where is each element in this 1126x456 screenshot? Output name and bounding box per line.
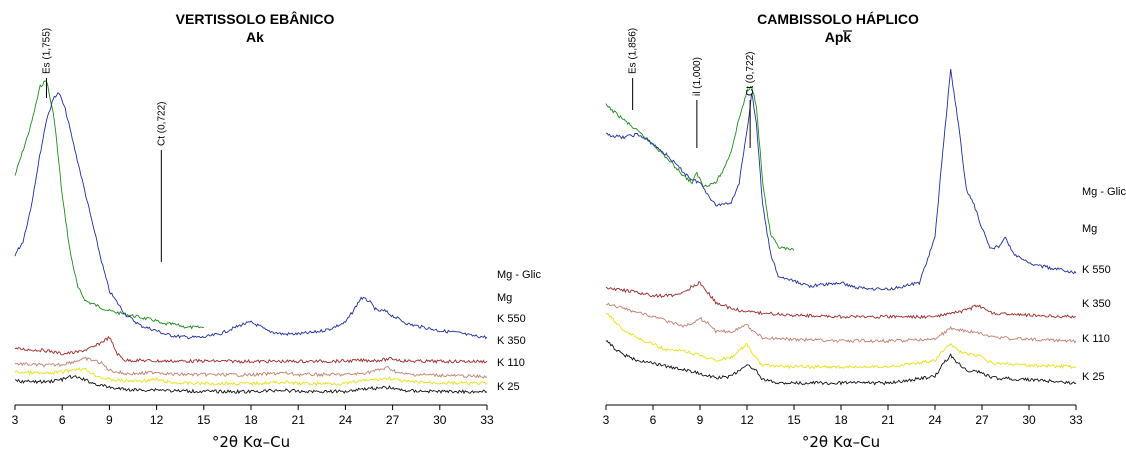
chart-title-right: CAMBISSOLO HÁPLICO xyxy=(757,11,919,27)
x-tick-label: 18 xyxy=(834,413,848,427)
x-axis-label-left: °2θ Kα–Cu xyxy=(212,433,290,451)
annotation-label: Es (1,856) xyxy=(628,28,639,74)
series-line-k-350 xyxy=(14,356,488,379)
annotation-label: Ct (0,722) xyxy=(156,102,167,146)
series-label-mg-glic: Mg - Glic xyxy=(1082,186,1126,198)
x-tick-label: 3 xyxy=(12,413,19,427)
series-group-right xyxy=(605,69,1077,386)
series-label-mg-glic: Mg - Glic xyxy=(497,269,542,281)
series-labels-right: Mg - Glic Mg K 550 K 350 K 110 K 25 xyxy=(1082,186,1126,383)
x-tick-label: 9 xyxy=(697,413,704,427)
series-line-k-110 xyxy=(605,312,1077,370)
series-label-k-25: K 25 xyxy=(1082,371,1105,383)
series-line-k-350 xyxy=(605,302,1077,344)
annotation-group-left: Es (1,755) Ct (0,722) xyxy=(41,28,167,262)
x-tick-label: 27 xyxy=(975,413,989,427)
series-label-k-350: K 350 xyxy=(1082,298,1111,310)
series-label-k-110: K 110 xyxy=(497,357,525,369)
x-tick-label: 15 xyxy=(787,413,801,427)
x-ticks-right: 3 6 9 12 15 18 21 24 27 30 33 xyxy=(603,405,1083,427)
series-label-mg: Mg xyxy=(497,292,512,304)
annotation-label: Ct (0,722) xyxy=(745,52,756,96)
x-tick-label: 18 xyxy=(244,413,258,427)
series-line-k-25 xyxy=(14,374,488,395)
x-tick-label: 15 xyxy=(197,413,211,427)
annotation-label: il (1,000) xyxy=(692,57,703,96)
series-line-mg-glic xyxy=(14,80,204,330)
series-label-k-25: K 25 xyxy=(497,381,520,393)
x-tick-label: 6 xyxy=(59,413,66,427)
series-labels-left: Mg - Glic Mg K 550 K 350 K 110 K 25 xyxy=(497,269,542,393)
series-line-mg xyxy=(14,92,488,340)
x-tick-label: 12 xyxy=(740,413,754,427)
x-axis-label-right: °2θ Kα–Cu xyxy=(802,433,880,451)
series-line-k-550 xyxy=(14,335,488,364)
series-label-k-110: K 110 xyxy=(1082,333,1110,345)
series-line-k-110 xyxy=(14,366,488,386)
chart-subtitle-right: Apk xyxy=(825,29,852,45)
series-label-mg: Mg xyxy=(1082,223,1097,235)
x-tick-label: 30 xyxy=(433,413,447,427)
x-ticks-left: 3 6 9 12 15 18 21 24 27 30 33 xyxy=(12,405,494,427)
series-label-k-350: K 350 xyxy=(497,335,526,347)
chart-subtitle-left: Ak xyxy=(246,29,264,45)
chart-title-left: VERTISSOLO EBÂNICO xyxy=(176,10,335,27)
panel-right: CAMBISSOLO HÁPLICO Apk Es (1,856) il (1,0… xyxy=(603,11,1126,451)
annotation-group-right: Es (1,856) il (1,000) Ct (0,722) xyxy=(628,28,756,148)
series-line-k-550 xyxy=(605,281,1077,320)
x-tick-label: 30 xyxy=(1022,413,1036,427)
series-group-left xyxy=(14,80,488,395)
x-tick-label: 12 xyxy=(150,413,164,427)
series-line-mg xyxy=(605,69,1077,291)
x-tick-label: 33 xyxy=(480,413,494,427)
annotation-label: Es (1,755) xyxy=(41,28,52,74)
panel-left: VERTISSOLO EBÂNICO Ak Es (1,755) Ct (0,72… xyxy=(12,10,542,451)
x-tick-label: 24 xyxy=(339,413,353,427)
x-tick-label: 33 xyxy=(1069,413,1083,427)
series-label-k-550: K 550 xyxy=(1082,264,1111,276)
x-tick-label: 21 xyxy=(292,413,306,427)
x-tick-label: 6 xyxy=(650,413,657,427)
x-tick-label: 9 xyxy=(106,413,113,427)
x-tick-label: 21 xyxy=(881,413,895,427)
x-tick-label: 24 xyxy=(928,413,942,427)
series-label-k-550: K 550 xyxy=(497,313,526,325)
series-line-k-25 xyxy=(605,340,1077,386)
x-tick-label: 27 xyxy=(386,413,400,427)
series-line-mg-glic xyxy=(605,85,795,251)
x-tick-label: 3 xyxy=(603,413,610,427)
